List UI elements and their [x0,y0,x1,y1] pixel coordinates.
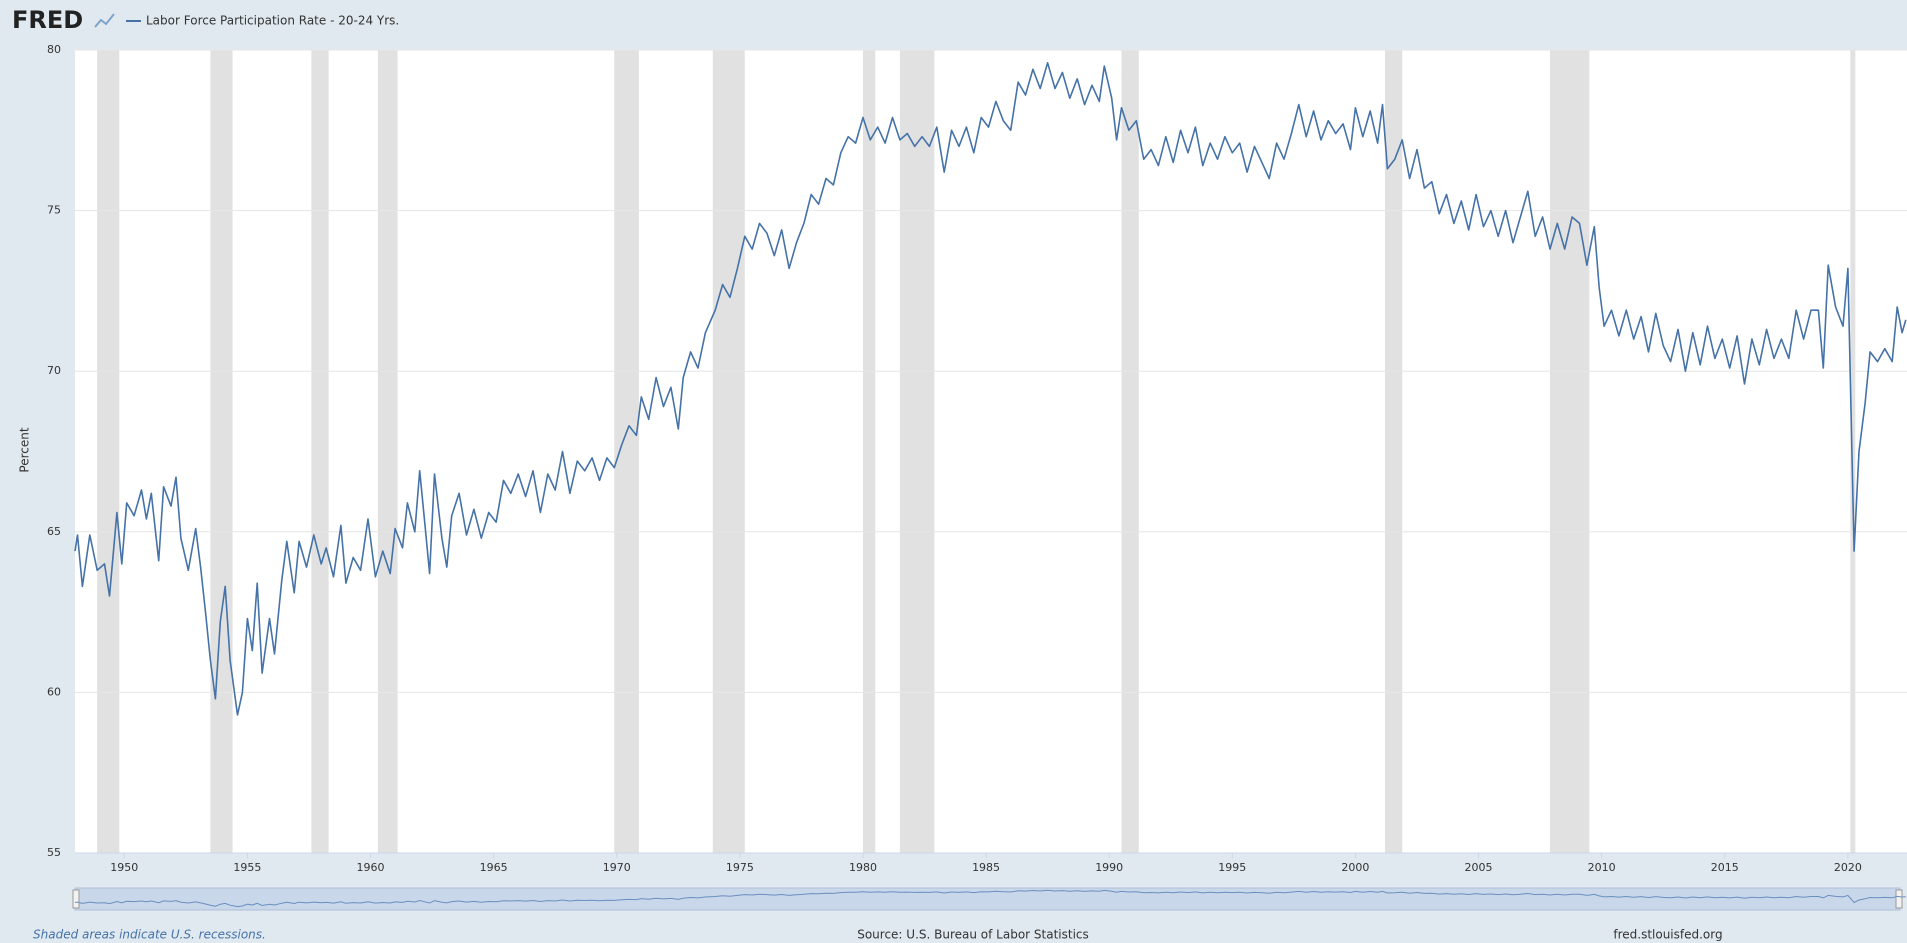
y-tick-label: 55 [47,846,61,859]
x-tick-label: 1975 [726,861,754,874]
navigator-handle[interactable] [72,889,80,909]
navigator[interactable] [74,887,1901,911]
footer-note: Shaded areas indicate U.S. recessions. [33,928,266,942]
recession-band [862,50,876,853]
legend-label: Labor Force Participation Rate - 20-24 Y… [146,14,399,28]
y-tick-label: 70 [47,364,61,377]
footer-source: Source: U.S. Bureau of Labor Statistics [857,928,1089,942]
series-line [74,62,1907,716]
y-tick-label: 80 [47,43,61,56]
plot-area [75,50,1907,853]
x-tick-label: 2015 [1711,861,1739,874]
recession-band [1850,50,1856,853]
x-tick-label: 1980 [849,861,877,874]
y-axis-label: Percent [18,427,32,472]
x-tick-label: 1990 [1095,861,1123,874]
navigator-line [74,889,1906,908]
x-tick-label: 1965 [480,861,508,874]
recession-band [377,50,398,853]
navigator-handle[interactable] [1895,889,1903,909]
x-tick-label: 1985 [972,861,1000,874]
x-tick-label: 1950 [110,861,138,874]
y-tick-label: 60 [47,685,61,698]
recession-band [614,50,639,853]
recession-band [1121,50,1139,853]
recession-band [311,50,329,853]
recession-band [1549,50,1590,853]
x-tick-label: 2000 [1341,861,1369,874]
logo-icon [94,13,115,28]
x-tick-label: 2005 [1465,861,1493,874]
footer-site[interactable]: fred.stlouisfed.org [1613,928,1722,942]
x-tick-label: 1995 [1218,861,1246,874]
x-tick-label: 1970 [603,861,631,874]
y-tick-label: 75 [47,204,61,217]
recession-band [210,50,233,853]
recession-band [97,50,120,853]
y-tick-label: 65 [47,525,61,538]
recession-band [712,50,745,853]
x-tick-label: 1960 [356,861,384,874]
x-tick-label: 1955 [233,861,261,874]
recession-band [1384,50,1403,853]
recession-layer [97,50,1856,853]
logo[interactable]: FRED [12,6,83,34]
x-tick-label: 2020 [1834,861,1862,874]
recession-band [899,50,935,853]
x-tick-label: 2010 [1588,861,1616,874]
